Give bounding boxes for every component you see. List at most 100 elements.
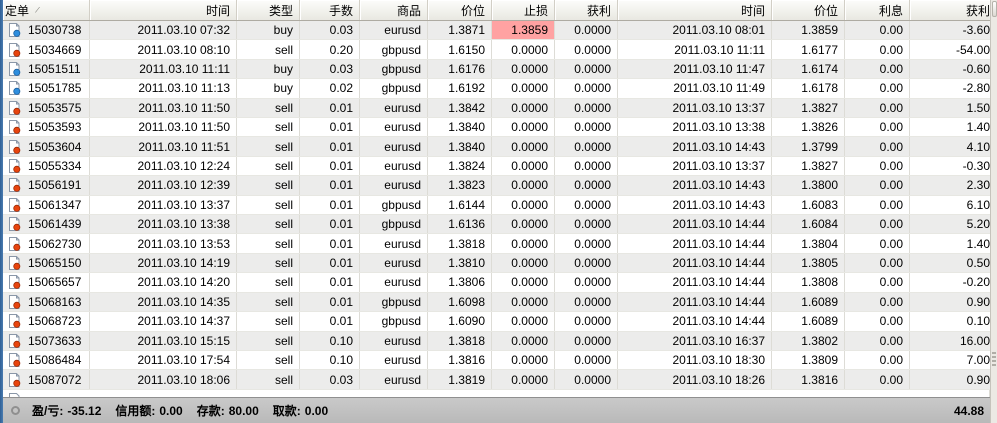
swap-cell: 0.00 [845,176,910,195]
credit-value: 0.00 [159,404,183,418]
take-profit-cell: 0.0000 [555,59,618,79]
close-price-cell: 1.3809 [772,350,845,370]
table-row[interactable]: 15065150 2011.03.10 14:19 sell 0.01 euru… [3,253,990,274]
stop-loss-cell: 0.0000 [492,98,555,118]
order-type-cell: sell [237,350,300,370]
table-row[interactable]: 15056191 2011.03.10 12:39 sell 0.01 euru… [3,176,990,196]
take-profit-cell: 0.0000 [555,137,618,156]
close-price-cell: 1.3805 [772,253,845,273]
lots-cell: 0.01 [300,312,360,331]
order-sell-icon [9,120,21,135]
column-header-take-profit[interactable]: 获利 [555,0,618,20]
stop-loss-cell: 0.0000 [492,137,555,156]
table-row[interactable]: 15053593 2011.03.10 11:50 sell 0.01 euru… [3,118,990,138]
order-type-cell: sell [237,215,300,234]
order-type-cell: buy [237,21,300,40]
open-time-cell: 2011.03.10 14:20 [90,273,237,292]
table-row[interactable]: 15068723 2011.03.10 14:37 sell 0.01 gbpu… [3,312,990,332]
stop-loss-cell: 0.0000 [492,312,555,331]
close-price-cell: 1.3808 [772,273,845,292]
credit-label: 信用额: [115,404,156,418]
order-type-cell: sell [237,118,300,137]
column-header-close-time[interactable]: 时间 [618,0,772,20]
table-row[interactable]: 15034669 2011.03.10 08:10 sell 0.20 gbpu… [3,40,990,60]
open-price-cell: 1.3819 [428,370,492,389]
swap-cell: 0.00 [845,331,910,350]
table-row[interactable]: 15061439 2011.03.10 13:38 sell 0.01 gbpu… [3,215,990,235]
open-price-cell: 1.3816 [428,350,492,370]
table-row[interactable]: 15030738 2011.03.10 07:32 buy 0.03 eurus… [3,21,990,41]
profit-cell: 0.90 [910,370,990,388]
take-profit-cell: 0.0000 [555,253,618,273]
order-type-cell: sell [237,234,300,253]
order-number: 15065150 [28,256,82,271]
stop-loss-cell: 0.0000 [492,79,555,98]
stop-loss-cell: 0.0000 [492,195,555,215]
close-time-cell: 2011.03.10 14:43 [618,137,772,156]
table-row[interactable]: 15053604 2011.03.10 11:51 sell 0.01 euru… [3,137,990,157]
table-row[interactable]: 15068163 2011.03.10 14:35 sell 0.01 gbpu… [3,292,990,313]
column-header-type[interactable]: 类型 [237,0,300,20]
table-row[interactable]: 15055334 2011.03.10 12:24 sell 0.01 euru… [3,156,990,177]
column-header-open-price[interactable]: 价位 [428,0,492,20]
profit-loss-value: -35.12 [67,404,102,418]
close-time-cell: 2011.03.10 14:44 [618,253,772,273]
order-number: 15086484 [28,353,82,368]
scrollbar-top-button[interactable] [992,1,997,17]
account-summary-bar: 盈/亏: -35.12 信用额: 0.00 存款: 80.00 取款: 0.00 44.… [3,397,990,423]
stop-loss-cell: 0.0000 [492,156,555,176]
profit-cell: 5.20 [910,215,990,233]
table-row[interactable]: 15062730 2011.03.10 13:53 sell 0.01 euru… [3,234,990,254]
close-price-cell: 1.3827 [772,156,845,176]
order-sell-icon [9,42,21,57]
close-time-cell: 2011.03.10 14:44 [618,292,772,312]
profit-cell: 1.40 [910,118,990,136]
table-row[interactable]: 15073633 2011.03.10 15:15 sell 0.10 euru… [3,331,990,351]
open-price-cell: 1.3824 [428,156,492,176]
column-header-stop-loss[interactable]: 止损 [492,0,555,20]
lots-cell: 0.20 [300,40,360,59]
order-number: 15034669 [28,42,82,57]
order-sell-icon [9,314,21,329]
stop-loss-cell: 0.0000 [492,370,555,389]
table-row[interactable]: 15051785 2011.03.10 11:13 buy 0.02 gbpus… [3,79,990,99]
symbol-cell: eurusd [360,234,428,253]
lots-cell: 0.03 [300,370,360,389]
stop-loss-cell: 0.0000 [492,292,555,312]
table-row[interactable]: 15087072 2011.03.10 18:06 sell 0.03 euru… [3,370,990,390]
symbol-cell: eurusd [360,118,428,137]
table-row[interactable]: 15051511 2011.03.10 11:11 buy 0.03 gbpus… [3,59,990,80]
open-time-cell: 2011.03.10 12:24 [90,156,237,176]
symbol-cell: gbpusd [360,195,428,215]
close-time-cell: 2011.03.10 14:43 [618,176,772,195]
table-row[interactable]: 15086484 2011.03.10 17:54 sell 0.10 euru… [3,350,990,371]
lots-cell: 0.02 [300,79,360,98]
order-number: 15065657 [28,275,82,290]
column-header-order[interactable]: 定单 ∕ [3,0,90,20]
order-type-cell: sell [237,312,300,331]
open-time-cell: 2011.03.10 15:15 [90,331,237,350]
order-number: 15053604 [28,139,82,154]
column-header-profit[interactable]: 获利 [910,0,997,20]
swap-cell: 0.00 [845,370,910,389]
open-time-cell: 2011.03.10 11:11 [90,59,237,79]
profit-cell: -0.20 [910,273,990,291]
table-row[interactable]: 15061347 2011.03.10 13:37 sell 0.01 gbpu… [3,195,990,216]
close-time-cell: 2011.03.10 11:47 [618,59,772,79]
column-header-open-time[interactable]: 时间 [90,0,237,20]
close-time-cell: 2011.03.10 16:37 [618,331,772,350]
resize-grip[interactable] [992,352,996,368]
open-time-cell: 2011.03.10 14:19 [90,253,237,273]
table-row[interactable]: 15053575 2011.03.10 11:50 sell 0.01 euru… [3,98,990,119]
table-row[interactable]: 15065657 2011.03.10 14:20 sell 0.01 euru… [3,273,990,293]
column-header-swap[interactable]: 利息 [845,0,910,20]
order-number: 15061347 [28,197,82,212]
symbol-cell: gbpusd [360,215,428,234]
column-header-symbol[interactable]: 商品 [360,0,428,20]
column-header-close-price[interactable]: 价位 [772,0,845,20]
order-type-cell: sell [237,137,300,156]
column-header-lots[interactable]: 手数 [300,0,360,20]
order-buy-icon [9,62,21,77]
open-time-cell: 2011.03.10 11:50 [90,98,237,118]
